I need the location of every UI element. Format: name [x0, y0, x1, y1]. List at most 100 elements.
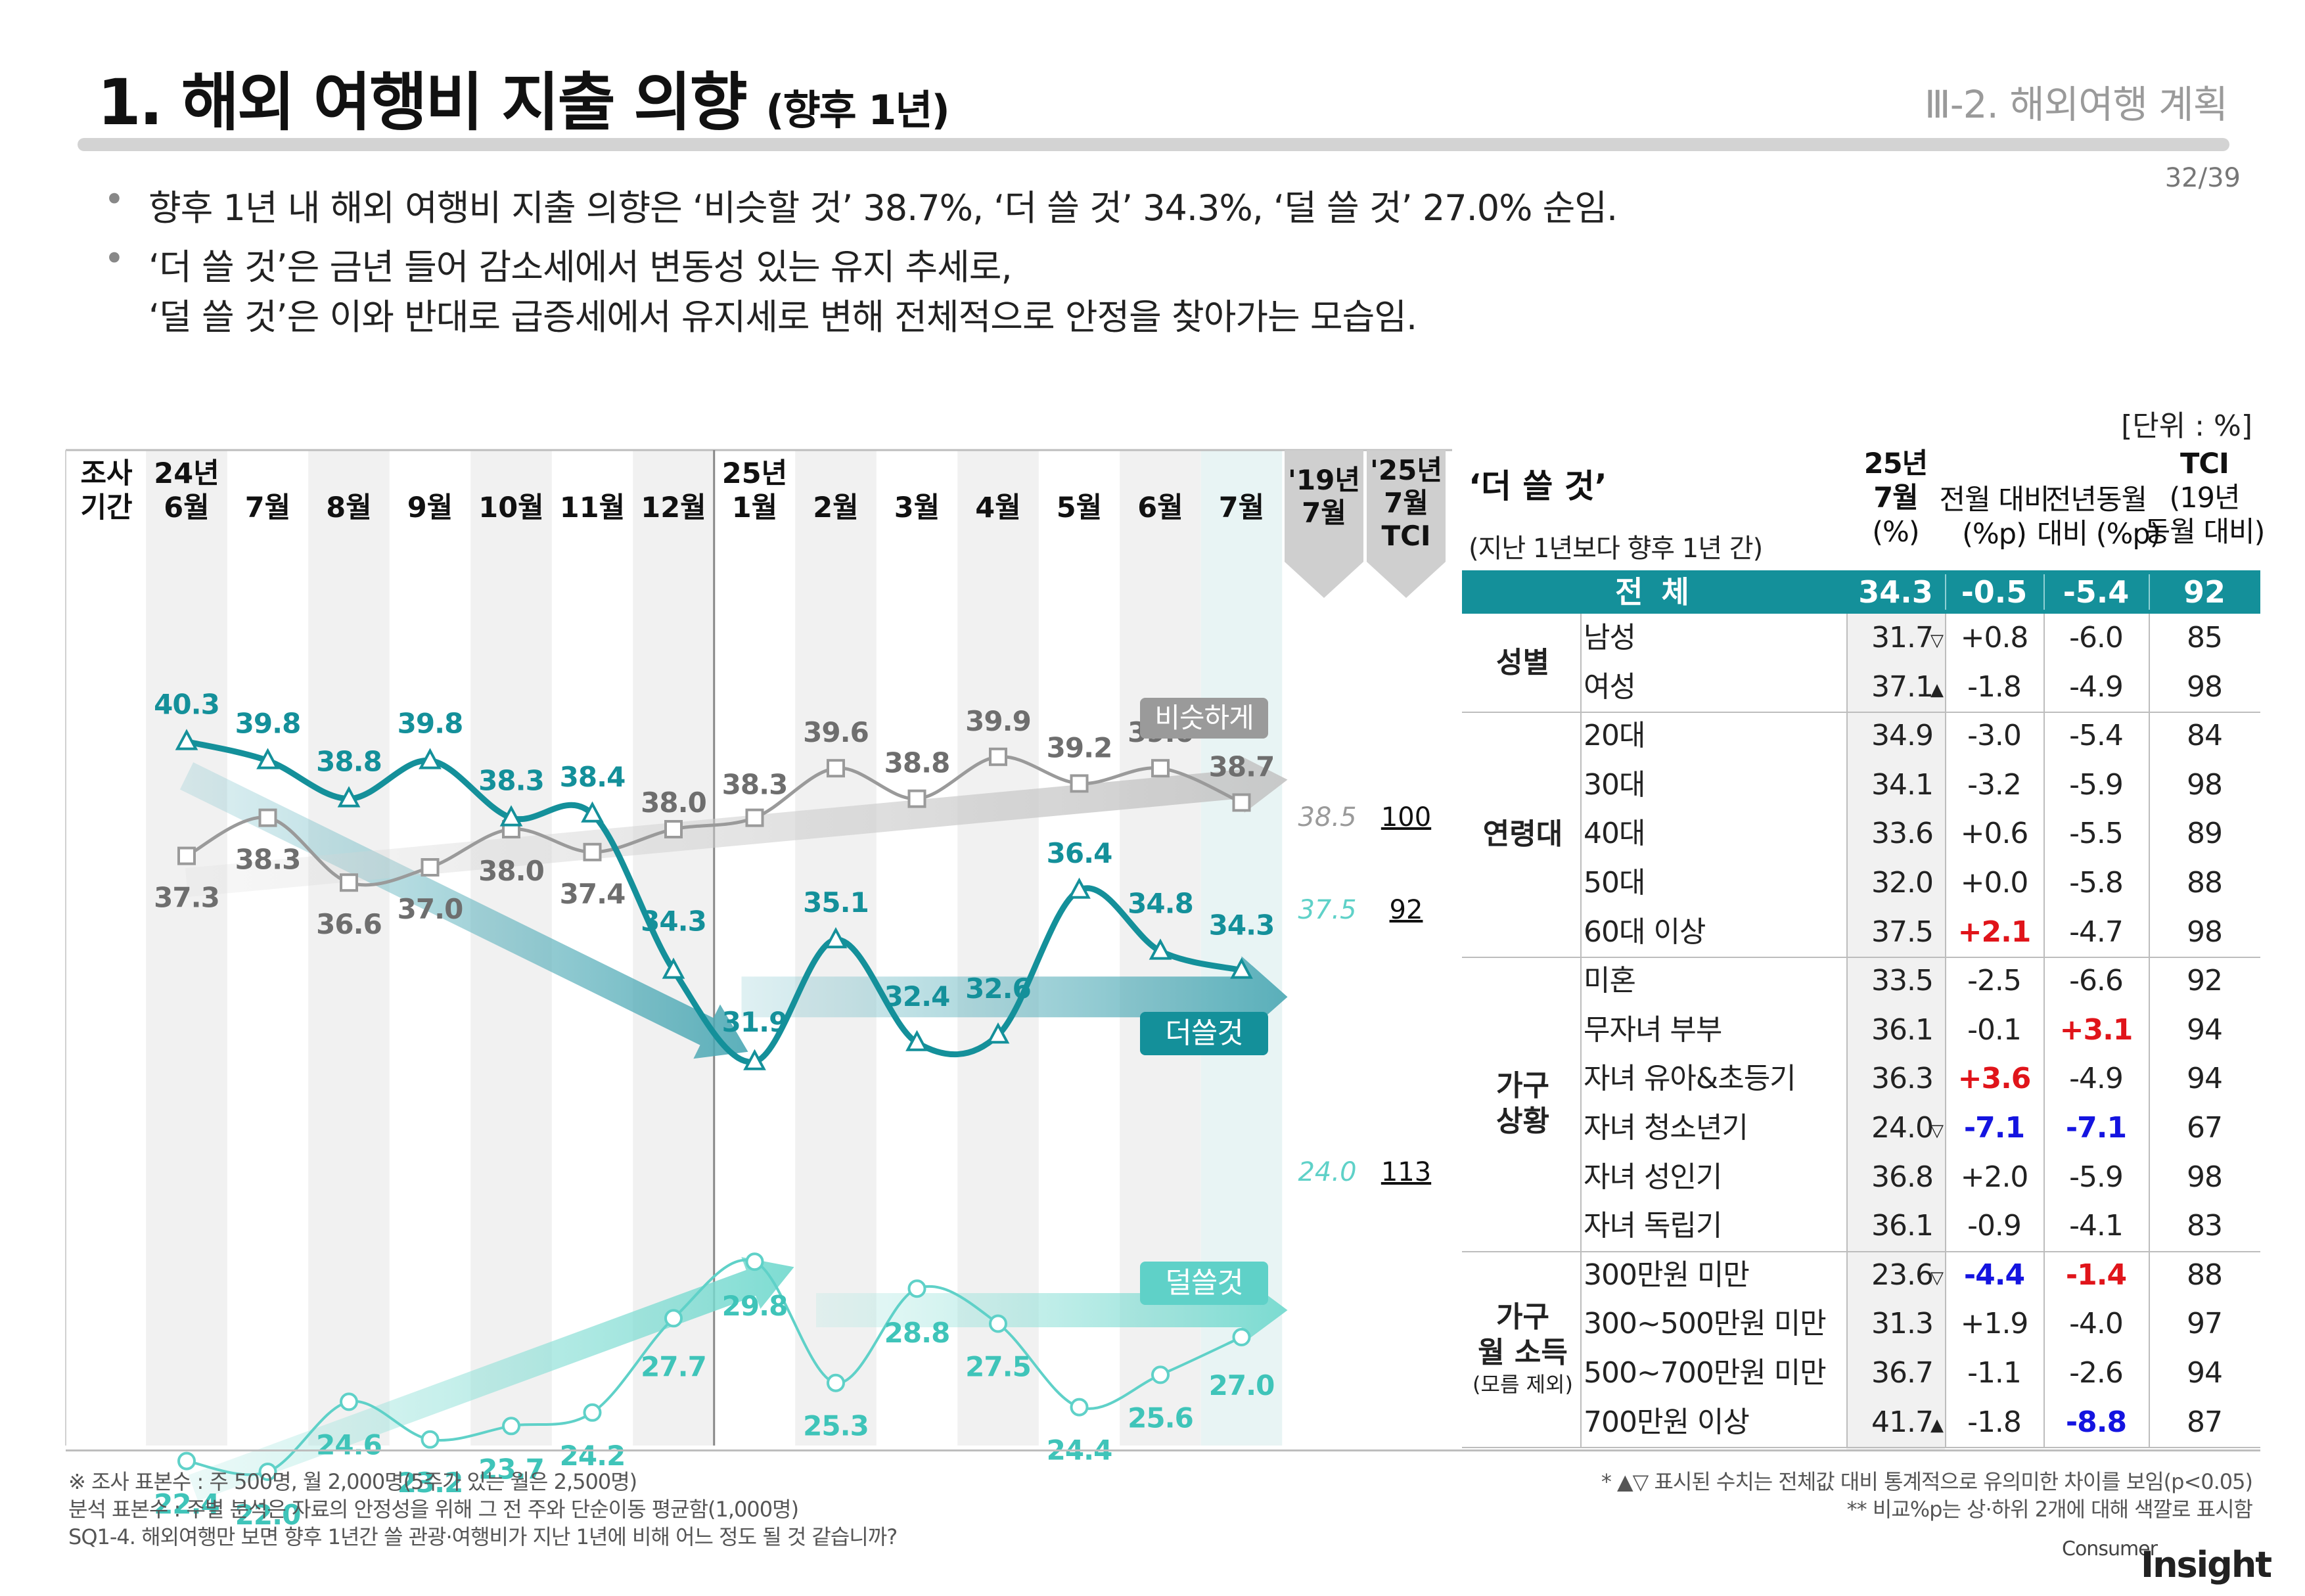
marker-circle	[258, 1463, 277, 1481]
table-cell-yoy: -4.9	[2069, 1062, 2124, 1096]
table-row-label: 여성	[1584, 670, 1636, 704]
marker-circle	[177, 1451, 196, 1471]
sig-up-icon: ▲	[1930, 679, 1944, 700]
x-tick-label: 10월	[478, 491, 543, 524]
x-tick-label: 7월	[245, 491, 290, 524]
table-cell-yoy: -2.6	[2069, 1356, 2124, 1390]
table-cell-yoy: +3.1	[2059, 1013, 2134, 1047]
footnote-1: ※ 조사 표본수 : 주 500명, 월 2,000명(5주가 있는 월은 2,…	[68, 1469, 637, 1494]
marker-triangle	[662, 957, 685, 979]
total-row	[1462, 570, 2260, 614]
data-label: 32.4	[884, 980, 950, 1013]
table-row-label: 500~700만원 미만	[1584, 1356, 1827, 1390]
table-group-rule	[1462, 712, 2260, 714]
table-row-label: 무자녀 부부	[1584, 1013, 1722, 1047]
data-label: 23.7	[478, 1453, 544, 1485]
marker-circle	[502, 1417, 520, 1436]
data-label: 22.0	[235, 1499, 301, 1531]
pct-column-shade	[1846, 614, 1945, 1450]
table-cell-mom: -1.8	[1967, 670, 2022, 704]
data-label: 28.8	[884, 1317, 950, 1349]
comparison-2019-value: 38.5	[1298, 802, 1356, 832]
data-label: 36.6	[316, 908, 382, 940]
table-row-label: 40대	[1584, 817, 1645, 851]
table-cell-mom: -0.9	[1967, 1209, 2022, 1243]
footnote-color: ** 비교%p는 상·하위 2개에 대해 색깔로 표시함	[1846, 1497, 2253, 1522]
table-cell-yoy: -6.0	[2069, 621, 2124, 654]
table-row-label: 30대	[1584, 767, 1645, 802]
line-spend-more	[185, 739, 1243, 1065]
table-cell-yoy: -1.4	[2065, 1258, 2127, 1292]
table-cell-mom: -0.1	[1967, 1013, 2022, 1047]
data-label: 36.4	[1047, 837, 1112, 869]
data-label: 38.0	[478, 855, 544, 887]
legend-spend-less: 덜쓸것	[1140, 1262, 1268, 1305]
table-col-header-line: (%p)	[1962, 518, 2027, 551]
period-column-shade	[957, 450, 1039, 1446]
trend-arrow-similar	[185, 755, 1288, 898]
unit-label: [단위 : %]	[2121, 409, 2252, 443]
table-col-rule	[1945, 614, 1946, 1448]
table-cell-tci: 89	[2187, 817, 2223, 851]
table-cell-yoy: -8.8	[2065, 1405, 2127, 1439]
table-cell-pct: 24.0	[1871, 1111, 1934, 1145]
data-label: 39.2	[1047, 731, 1112, 764]
data-label: 38.7	[1209, 750, 1275, 783]
header-tci-chevron	[1367, 450, 1446, 598]
table-col-header-line: 전월 대비	[1939, 484, 2050, 516]
table-cell-pct: 36.7	[1871, 1356, 1934, 1390]
period-column-shade	[633, 450, 714, 1446]
data-label: 39.8	[398, 708, 463, 740]
breakdown-table: ‘더 쓸 것’ (지난 1년보다 향후 1년 간) 25년 7월 (%) 전월 대비(…	[1462, 447, 2265, 1459]
x-tick-label: 9월	[407, 491, 453, 524]
x-tick-label: 3월	[894, 491, 940, 524]
table-col-header: TCI (19년 동월 대비)	[2142, 447, 2267, 549]
table-cell-tci: 98	[2187, 1160, 2223, 1194]
table-cell-tci: 92	[2187, 964, 2223, 998]
marker-triangle	[1149, 938, 1172, 960]
table-cell-pct: 36.1	[1871, 1209, 1934, 1243]
total-row-sep	[2149, 574, 2150, 610]
data-label: 29.8	[722, 1290, 788, 1322]
data-label: 23.2	[398, 1467, 463, 1499]
trend-arrow-less-rise	[188, 1257, 794, 1501]
bullet-dot-icon: •	[104, 238, 125, 279]
table-cell-mom: -3.0	[1967, 719, 2022, 753]
table-group-label: 연령대	[1462, 712, 1584, 957]
marker-square	[1151, 759, 1170, 778]
data-label: 38.3	[722, 769, 788, 801]
table-row-label: 60대 이상	[1584, 915, 1706, 949]
x-tick-label: 24년 6월	[154, 457, 219, 524]
comparison-tci-value: 100	[1381, 802, 1431, 832]
table-row-label: 20대	[1584, 719, 1645, 753]
table-row-label: 700만원 이상	[1584, 1405, 1750, 1439]
table-cell-mom: -3.2	[1967, 767, 2022, 802]
total-row-sep	[1945, 574, 1946, 610]
table-cell-pct: 33.6	[1871, 817, 1934, 851]
data-label: 34.3	[641, 905, 706, 938]
line-spend-less	[186, 1258, 1243, 1476]
table-col-header-line: 동월 대비)	[2144, 516, 2266, 549]
marker-square	[827, 759, 845, 778]
total-row-value: 34.3	[1858, 574, 1933, 610]
header-tci: '25년 7월 TCI	[1370, 454, 1442, 552]
table-cell-yoy: -6.6	[2069, 964, 2124, 998]
header-2019-chevron	[1285, 450, 1363, 598]
axis-period-label: 조사 기간	[80, 457, 133, 524]
table-row-label: 남성	[1584, 621, 1636, 654]
table-cell-tci: 98	[2187, 670, 2223, 704]
table-cell-mom: -4.4	[1963, 1258, 2025, 1292]
table-cell-mom: +0.0	[1960, 866, 2029, 900]
data-label: 24.2	[560, 1440, 626, 1472]
table-group-label-line: 성별	[1496, 645, 1549, 679]
section-label: Ⅲ-2. 해외여행 계획	[1924, 82, 2228, 127]
comparison-2019-value: 37.5	[1298, 895, 1356, 925]
data-label: 34.8	[1128, 888, 1193, 920]
table-cell-yoy: -4.7	[2069, 915, 2124, 949]
marker-square	[258, 808, 277, 827]
legend-spend-more: 더쓸것	[1140, 1012, 1268, 1055]
data-labels: 조사 기간 24년 6월 7월 8월 9월 10월 11월 12월 25년 1월 2월 3월 4월 5월 6월 7…	[80, 454, 1442, 1531]
data-label: 35.1	[803, 886, 869, 919]
total-row-value: -5.4	[2063, 574, 2130, 610]
